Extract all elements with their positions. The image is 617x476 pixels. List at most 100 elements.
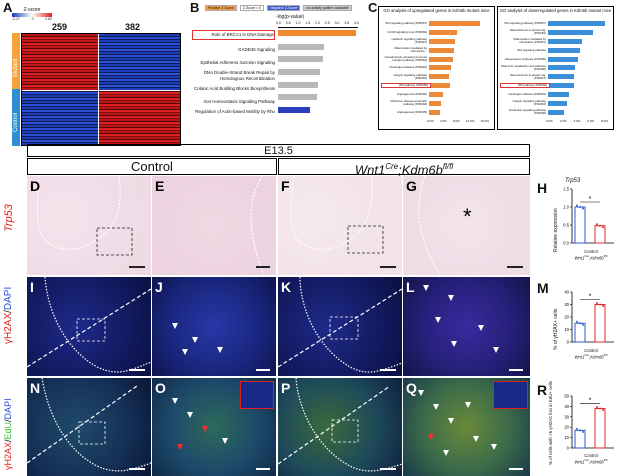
zscore-min: -2.27 xyxy=(12,17,20,21)
go-bar xyxy=(548,29,593,35)
zscore-title: Z-score xyxy=(23,7,41,13)
go-row: Heterotrimeric G-protein sig. (P00026) xyxy=(500,28,612,37)
go-term-label: Angiogenesis (P00005) xyxy=(396,110,427,114)
go-row: Inflammation mediated by chemokine (P000… xyxy=(500,37,612,46)
go-term-label: Vitamin D metabolism and pathway (P04396… xyxy=(500,64,546,71)
go-row: Angiogenesis (P00005) xyxy=(381,108,493,117)
go-bar xyxy=(429,29,457,35)
go-row: Integrin signaling pathway (P00034) xyxy=(500,99,612,108)
ipa-pathway-labels: Role of BRCA1 in DNA Damage GADD45 Signa… xyxy=(192,30,275,115)
ipa-pathway-0: Role of BRCA1 in DNA Damage xyxy=(192,30,275,40)
go-term-label: Wnt signaling pathway xyxy=(517,48,546,52)
ipa-bar-5 xyxy=(278,94,317,100)
ipa-bar-3 xyxy=(278,69,320,75)
panel-label-e: E xyxy=(155,178,165,194)
bar-0 xyxy=(574,206,586,244)
go-row: Integrin signaling pathway (P00034) xyxy=(381,72,493,81)
go-up-title: GO analysis of upregulated genes in Kdm6… xyxy=(383,8,490,13)
data-point xyxy=(599,224,601,227)
chart-h-title: Trp53 xyxy=(565,178,581,184)
significance-star: * xyxy=(589,294,592,301)
zscore-scale: Z-score -2.27 0 2.62 xyxy=(12,7,52,21)
y-tick-label: 0.5 xyxy=(563,223,569,228)
ipa-bars xyxy=(278,30,356,113)
heatmap xyxy=(21,33,181,146)
ish-mutant-high: * xyxy=(403,176,530,275)
chart-r-xlabels: Control Wnt1Cre;Kdm6bfl/fl xyxy=(574,453,608,465)
go-bar xyxy=(429,74,450,80)
go-bar xyxy=(548,100,567,106)
data-point xyxy=(596,302,598,304)
go-row: Gonadotropin-releasing hormone receptor … xyxy=(381,55,493,64)
mutant-header: Wnt1Cre;Kdm6bfl/fl xyxy=(278,158,530,177)
go-bar xyxy=(548,38,583,44)
go-row: Interleukin signaling pathway (P00036) xyxy=(500,108,612,117)
y-tick-label: 40 xyxy=(564,404,569,409)
ipa-bar-6 xyxy=(278,107,310,113)
data-point xyxy=(576,427,578,430)
go-row: Heterotrimeric G-protein sig. (P00027) xyxy=(500,72,612,81)
go-bar xyxy=(429,47,454,53)
ipa-bar-0 xyxy=(278,30,356,36)
go-bar xyxy=(429,38,456,44)
go-term-label: Vasopressin synthesis (P04395) xyxy=(504,57,546,61)
data-point xyxy=(596,405,598,408)
panel-label-j: J xyxy=(155,279,163,295)
panel-label-g: G xyxy=(406,178,417,194)
data-point xyxy=(576,320,578,323)
go-bar xyxy=(429,100,442,106)
go-row: Huntington disease (P00029) xyxy=(381,63,493,72)
go-bar xyxy=(548,56,578,62)
ipa-pathway-2: Epithelial Adherens Junction Signaling xyxy=(200,59,275,65)
asterisk: * xyxy=(463,204,472,229)
go-term-label: p53 pathway (P00059) xyxy=(381,83,431,89)
go-term-label: Inflammation mediated by chemokine (P000… xyxy=(512,38,546,45)
significance-star: * xyxy=(589,196,592,203)
ipa-legend: Positive Z-Score Z-Score = 0 Negative Z-… xyxy=(205,5,352,11)
data-point xyxy=(602,305,604,307)
data-point xyxy=(596,223,598,226)
go-bar xyxy=(429,92,443,98)
y-tick-label: 0 xyxy=(567,446,570,451)
chart-m-xlabels: Control Wnt1Cre;Kdm6bfl/fl xyxy=(574,348,608,360)
go-bar xyxy=(429,109,441,115)
chart-m: 40 30 20 10 0 * xyxy=(564,290,614,345)
data-point xyxy=(599,407,601,410)
y-tick-label: 1.0 xyxy=(563,205,569,210)
bar-1 xyxy=(594,407,606,449)
panel-label-r: R xyxy=(537,382,548,398)
go-term-label: Heterotrimeric G-protein sig. (P00026) xyxy=(509,29,546,36)
go-term-label: Cadherin signaling pathway (P00012) xyxy=(391,38,427,45)
data-point xyxy=(582,430,584,433)
ipa-bar-1 xyxy=(278,44,324,50)
data-point xyxy=(582,207,584,210)
bar-1 xyxy=(594,225,606,244)
go-row: Cadherin signaling pathway (P00012) xyxy=(381,37,493,46)
ish-control-high xyxy=(152,176,276,275)
go-row: Wnt signaling pathway xyxy=(500,46,612,55)
ipa-pathway-3: DNA Double-Strand Break Repair by Homolo… xyxy=(203,70,275,81)
data-point xyxy=(582,323,584,326)
data-point xyxy=(579,429,581,432)
ipa-bar-4 xyxy=(278,82,318,88)
ipa-bar-2 xyxy=(278,56,323,62)
ish-mutant-low xyxy=(278,176,402,275)
panel-label-d: D xyxy=(30,178,41,194)
go-term-label: Wnt signaling pathway (P00057) xyxy=(504,21,546,25)
ipa-axis-label: -log(p-value) xyxy=(276,14,305,20)
panel-label-b: B xyxy=(190,0,200,15)
edu-mutant-low xyxy=(278,378,402,476)
go-row: p53 pathway (P00059) xyxy=(381,81,493,90)
y-tick-label: 10 xyxy=(564,435,569,440)
heatmap-block-down-mutant xyxy=(97,34,180,90)
gh2ax-control-high xyxy=(152,277,276,376)
go-row: Huntington disease (P00029) xyxy=(500,90,612,99)
go-row: p53 pathway (P00059) xyxy=(500,81,612,90)
panel-label-n: N xyxy=(30,380,41,396)
go-row: Vitamin D metabolism and pathway (P04396… xyxy=(500,63,612,72)
ish-control-low xyxy=(27,176,151,275)
panel-label-q: Q xyxy=(406,380,417,396)
y-tick-label: 30 xyxy=(564,302,569,307)
go-term-label: Alzheimer disease-presenilin pathway (P0… xyxy=(390,100,427,107)
go-term-label: Angiogenesis (P00005) xyxy=(396,93,427,97)
